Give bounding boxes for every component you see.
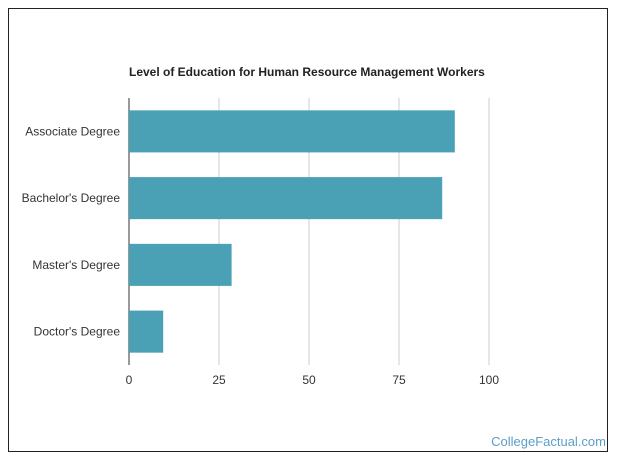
watermark-text: CollegeFactual.com — [491, 434, 606, 449]
x-tick-label: 25 — [212, 373, 226, 387]
x-tick-label: 0 — [126, 373, 133, 387]
category-label: Master's Degree — [32, 258, 120, 272]
bar[interactable] — [129, 310, 164, 353]
x-tick-label: 75 — [392, 373, 406, 387]
chart-frame — [8, 8, 608, 452]
bar[interactable] — [129, 177, 443, 220]
category-label: Doctor's Degree — [34, 325, 121, 339]
bar[interactable] — [129, 110, 455, 153]
chart-title: Level of Education for Human Resource Ma… — [129, 65, 485, 79]
x-tick-label: 100 — [479, 373, 499, 387]
category-label: Bachelor's Degree — [22, 191, 121, 205]
x-tick-label: 50 — [302, 373, 316, 387]
bar[interactable] — [129, 243, 232, 286]
category-label: Associate Degree — [25, 124, 120, 138]
